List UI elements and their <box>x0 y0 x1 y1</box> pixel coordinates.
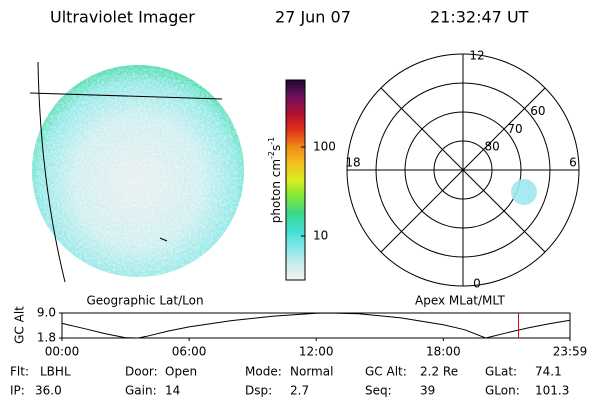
x-tick-label: 12:00 <box>299 345 334 359</box>
colorbar <box>285 79 306 281</box>
geo-line <box>37 61 66 283</box>
mlt-label: 0 <box>473 277 481 291</box>
info-value: 36.0 <box>35 384 62 398</box>
info-value: LBHL <box>40 365 71 379</box>
unit: s <box>269 145 283 151</box>
info-label: Door: <box>125 365 158 379</box>
altitude-line <box>61 312 571 339</box>
exponent: -2 <box>267 151 276 159</box>
info-label: Mode: <box>245 365 282 379</box>
x-tick-label: 06:00 <box>172 345 207 359</box>
polar-caption: Apex MLat/MLT <box>415 294 505 308</box>
unit: photon cm <box>269 159 283 223</box>
info-value: 2.7 <box>290 384 309 398</box>
alt-ylabel: GC Alt <box>13 306 27 344</box>
alt-frame <box>61 312 571 339</box>
mlt-label: 12 <box>469 49 484 63</box>
info-label: Flt: <box>10 365 29 379</box>
info-value: 101.3 <box>535 384 569 398</box>
geo-mark <box>159 237 168 242</box>
info-label: Dsp: <box>245 384 272 398</box>
colorbar-tick-label: 10 <box>313 228 328 242</box>
mlt-label: 6 <box>569 156 577 170</box>
info-label: Gain: <box>125 384 157 398</box>
info-label: GC Alt: <box>365 365 407 379</box>
info-label: Seq: <box>365 384 392 398</box>
image-caption: Geographic Lat/Lon <box>86 294 203 308</box>
info-label: IP: <box>10 384 25 398</box>
y-tick-label: 9.0 <box>37 306 56 320</box>
x-tick-label: 23:59 <box>553 345 588 359</box>
y-tick-label: 1.8 <box>37 331 56 345</box>
uv-image <box>29 61 244 283</box>
info-label: GLat: <box>485 365 517 379</box>
info-label: GLon: <box>485 384 520 398</box>
info-value: Open <box>165 365 197 379</box>
info-value: 2.2 Re <box>420 365 458 379</box>
polar-spoke <box>380 87 546 253</box>
title: Ultraviolet Imager <box>50 8 195 27</box>
colorbar-label: photon cm-2s-1 <box>267 137 283 224</box>
mlt-label: 18 <box>345 156 360 170</box>
info-value: Normal <box>290 365 333 379</box>
info-value: 39 <box>420 384 435 398</box>
date: 27 Jun 07 <box>275 8 351 27</box>
x-tick-label: 18:00 <box>426 345 461 359</box>
lat-label: 80 <box>485 140 500 154</box>
aurora-spot <box>511 179 537 205</box>
info-value: 74.1 <box>535 365 562 379</box>
disk-texture <box>32 65 244 277</box>
x-tick-label: 00:00 <box>45 345 80 359</box>
info-value: 14 <box>165 384 180 398</box>
geo-line <box>29 92 223 100</box>
colorbar-tick-label: 100 <box>313 139 336 153</box>
lat-label: 70 <box>507 122 522 136</box>
lat-label: 60 <box>530 104 545 118</box>
exponent: -1 <box>267 137 276 145</box>
time: 21:32:47 UT <box>430 8 529 27</box>
